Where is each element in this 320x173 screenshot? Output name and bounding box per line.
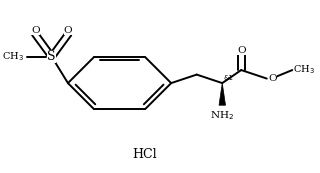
- Text: O: O: [64, 26, 72, 35]
- Text: O: O: [268, 74, 277, 83]
- Text: &1: &1: [224, 75, 234, 81]
- Text: NH$_2$: NH$_2$: [210, 110, 234, 122]
- Text: CH$_3$: CH$_3$: [293, 64, 315, 76]
- Text: HCl: HCl: [132, 148, 157, 161]
- Text: CH$_3$: CH$_3$: [2, 50, 24, 63]
- Text: O: O: [31, 26, 40, 35]
- Text: S: S: [47, 50, 56, 63]
- Polygon shape: [219, 83, 226, 105]
- Text: O: O: [237, 47, 245, 56]
